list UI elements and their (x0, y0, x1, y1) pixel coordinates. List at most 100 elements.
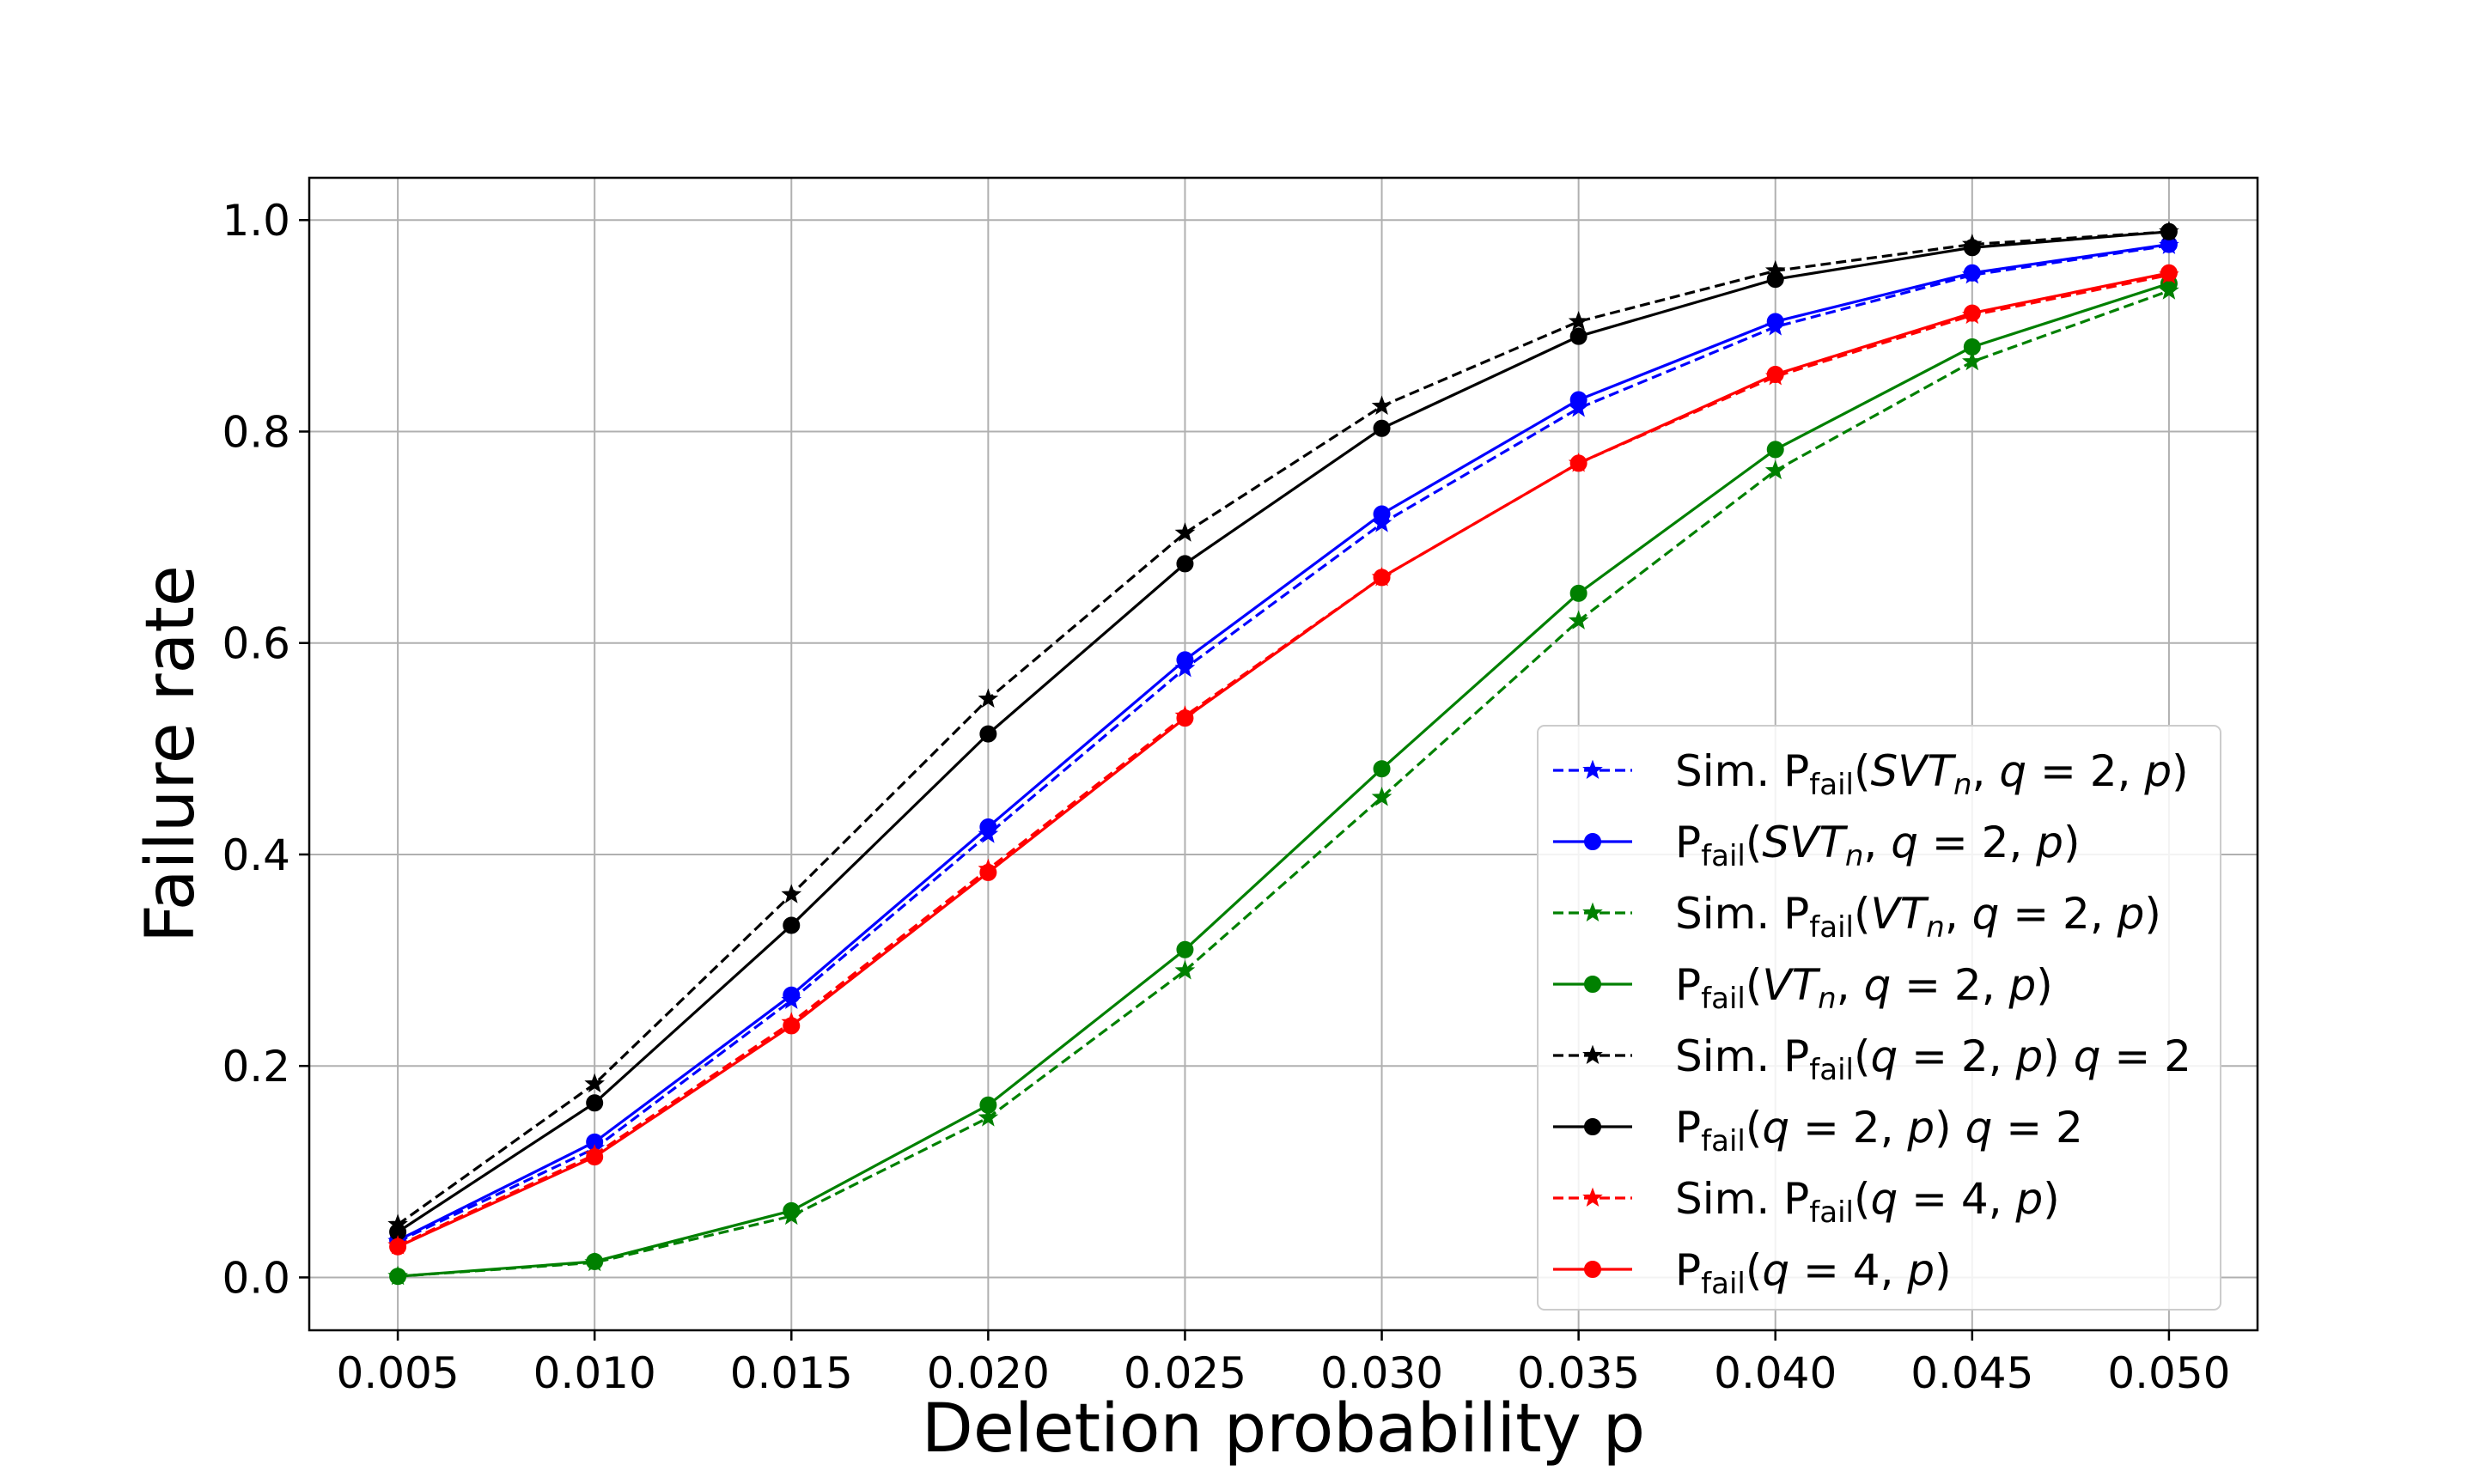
x-tick-label: 0.020 (927, 1348, 1050, 1398)
legend-label-part: Sim. P (1675, 746, 1809, 796)
data-point (1963, 304, 1981, 322)
y-tick-label: 0.8 (222, 407, 290, 457)
data-point (783, 1201, 801, 1219)
legend-label-part: SVT (1762, 818, 1848, 867)
legend-label-part: fail (1701, 1124, 1746, 1159)
legend-marker (1582, 759, 1603, 780)
legend-label-part: q (1999, 746, 2026, 796)
legend-label-part: ( (1854, 1031, 1871, 1081)
legend-label-part: p (2117, 889, 2145, 939)
legend-label-part: , (1837, 960, 1864, 1010)
legend-label-part: q (2074, 1031, 2101, 1081)
legend-marker (1582, 1187, 1603, 1207)
legend-label-part: q (1871, 1031, 1898, 1081)
legend-label-part: ( (1746, 1245, 1763, 1295)
x-tick-label: 0.035 (1517, 1348, 1640, 1398)
series-5 (389, 222, 2178, 1241)
series-line (397, 242, 2170, 1242)
data-point (1569, 391, 1587, 409)
data-point (979, 1096, 997, 1114)
legend-label-part: Sim. P (1675, 1174, 1809, 1224)
legend-label-part: P (1675, 818, 1701, 867)
legend-label-part: p (1906, 1245, 1935, 1295)
y-tick-label: 0.2 (222, 1042, 290, 1092)
y-tick-label: 0.4 (222, 830, 290, 880)
legend-label-part: ) (2063, 818, 2081, 867)
legend-marker (1584, 833, 1601, 850)
legend-label-part: SVT (1871, 746, 1957, 796)
x-tick-label: 0.015 (730, 1348, 853, 1398)
data-point (1373, 419, 1391, 437)
legend-label-part: q (1891, 818, 1918, 867)
legend-label-part: = 4, (1789, 1245, 1907, 1295)
data-point (1766, 271, 1784, 289)
x-tick-label: 0.005 (337, 1348, 460, 1398)
legend-label-part: p (2015, 1174, 2044, 1224)
legend-marker (1582, 1044, 1603, 1065)
legend-label-part: p (2008, 960, 2037, 1010)
data-point (1569, 327, 1587, 345)
data-point (586, 1252, 604, 1270)
legend-label-part: = 2, (1891, 960, 2008, 1010)
data-point (1373, 505, 1391, 523)
legend-label-part: ( (1746, 960, 1763, 1010)
legend-label-part: fail (1809, 1053, 1854, 1087)
axis-ticks: 0.005 0.010 0.015 0.020 0.025 0.030 0.035 0.040… (222, 196, 2230, 1398)
data-point (584, 1073, 605, 1093)
legend-label-part: fail (1701, 1267, 1746, 1301)
series-1 (389, 235, 2178, 1250)
legend-label-part: Sim. P (1675, 889, 1809, 939)
x-tick-label: 0.030 (1320, 1348, 1443, 1398)
legend-label-part: VT (1871, 889, 1929, 939)
legend-label-part: ) (2172, 746, 2189, 796)
legend-entry: Pfail(SVTn, q = 2, p) (1553, 818, 2081, 873)
legend-label-part: = 2, (1999, 889, 2117, 939)
legend-label: Sim. Pfail(q = 4, p) (1675, 1174, 2060, 1230)
legend-label-part: , (1972, 746, 2000, 796)
series-3 (389, 275, 2178, 1286)
legend-label-part: n (1845, 839, 1864, 873)
legend-label-part: q (1762, 1103, 1789, 1153)
series-7 (389, 264, 2178, 1256)
legend-label-part: P (1675, 1245, 1701, 1295)
legend-label: Pfail(VTn, q = 2, p) (1675, 960, 2053, 1016)
legend-label-part: n (1926, 910, 1945, 945)
x-axis-label: Deletion probability p (922, 1390, 1645, 1468)
plot-series (387, 221, 2179, 1286)
data-point (1371, 395, 1392, 415)
series-line (397, 282, 2170, 1278)
data-point (1174, 959, 1196, 980)
data-point (979, 818, 997, 836)
plot-frame (308, 176, 2259, 1332)
legend-marker (1584, 976, 1601, 993)
legend-label-part: = 2, (1789, 1103, 1907, 1153)
data-point (783, 1017, 801, 1035)
data-point (783, 986, 801, 1004)
legend-label-part: ( (1854, 889, 1871, 939)
data-point (1373, 760, 1391, 778)
legend-label-part: ) (1935, 1103, 1965, 1153)
data-point (1569, 454, 1587, 472)
legend-label-part: p (2015, 1031, 2044, 1081)
data-point (1176, 651, 1194, 669)
legend-label: Pfail(q = 4, p) (1675, 1245, 1952, 1301)
legend-label-part: ( (1746, 818, 1763, 867)
legend-marker (1582, 902, 1603, 922)
data-point (389, 1268, 407, 1286)
legend-label-part: fail (1701, 982, 1746, 1016)
data-point (979, 725, 997, 743)
legend-label-part: q (1871, 1174, 1898, 1224)
data-point (1764, 459, 1786, 480)
y-tick-label: 1.0 (222, 196, 290, 246)
legend-marker (1584, 1118, 1601, 1135)
data-point (586, 1094, 604, 1112)
legend-entry: Pfail(q = 2, p) q = 2 (1553, 1103, 2083, 1159)
data-point (1176, 709, 1194, 727)
legend-label-part: fail (1809, 1195, 1854, 1230)
legend-label-part: P (1675, 960, 1701, 1010)
data-point (979, 863, 997, 881)
x-tick-label: 0.010 (533, 1348, 656, 1398)
y-tick-label: 0.6 (222, 619, 290, 669)
series-line (397, 230, 2170, 1233)
legend: Sim. Pfail(SVTn, q = 2, p)Pfail(SVTn, q … (1537, 725, 2221, 1311)
